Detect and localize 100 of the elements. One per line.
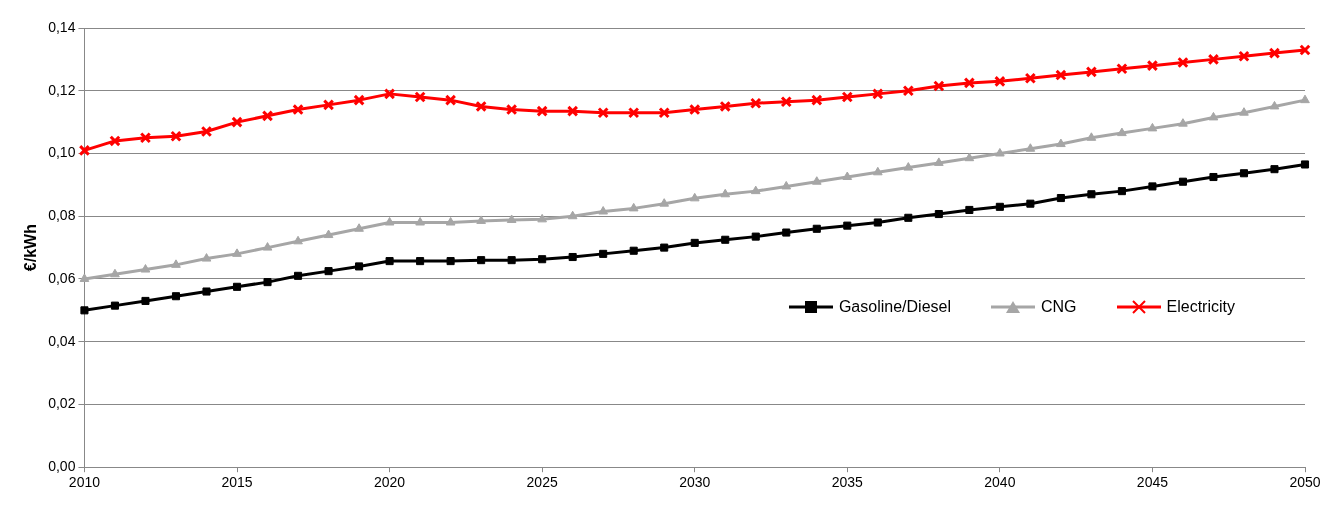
- point: [1239, 169, 1249, 178]
- point: [202, 287, 211, 296]
- point: [1209, 172, 1218, 182]
- point: [934, 157, 944, 166]
- y-tick-label: 0,02: [48, 395, 76, 412]
- x-tick-label: 2040: [984, 474, 1016, 491]
- y-tick-label: 0,14: [48, 18, 76, 35]
- point: [170, 130, 182, 142]
- y-tick-label: 0,10: [48, 144, 76, 161]
- point: [628, 202, 639, 212]
- point: [660, 243, 669, 252]
- point: [1026, 199, 1035, 208]
- point: [1087, 190, 1096, 199]
- point: [903, 162, 914, 171]
- point: [506, 214, 517, 223]
- point: [750, 97, 762, 110]
- point: [1148, 182, 1157, 191]
- point: [1208, 111, 1219, 121]
- point: [476, 215, 486, 224]
- point: [780, 95, 793, 108]
- point: [1300, 160, 1310, 169]
- y-tick-label: 0,12: [48, 81, 76, 98]
- point: [721, 235, 730, 244]
- x-tick-label: 2050: [1289, 474, 1321, 491]
- point: [322, 99, 335, 111]
- point: [477, 256, 486, 265]
- x-tick-label: 2035: [831, 474, 864, 491]
- x-tick-label: 2025: [526, 474, 558, 491]
- x-tick-label: 2030: [679, 474, 711, 491]
- point: [994, 75, 1006, 88]
- point: [1207, 53, 1220, 66]
- point: [293, 235, 303, 245]
- point: [1085, 66, 1098, 78]
- point: [598, 206, 609, 215]
- point: [1238, 50, 1250, 62]
- point: [354, 223, 364, 232]
- point: [963, 77, 976, 89]
- point: [781, 180, 792, 190]
- point: [385, 257, 394, 266]
- point: [812, 224, 821, 233]
- point: [536, 105, 548, 117]
- point: [933, 80, 945, 92]
- legend-label: CNG: [1040, 298, 1077, 316]
- point: [1146, 59, 1159, 72]
- point: [200, 125, 213, 138]
- point: [1116, 63, 1128, 75]
- y-tick-label: 0,04: [48, 332, 76, 349]
- y-tick-label: 0,00: [48, 458, 76, 475]
- point: [1178, 118, 1188, 127]
- point: [140, 264, 151, 273]
- point: [1117, 127, 1127, 137]
- point: [1270, 165, 1279, 174]
- point: [384, 217, 395, 226]
- point: [629, 246, 638, 255]
- point: [353, 94, 365, 106]
- point: [232, 248, 242, 257]
- point: [263, 278, 272, 287]
- point: [872, 88, 884, 100]
- point: [78, 144, 91, 157]
- x-tick-label: 2015: [221, 474, 253, 491]
- point: [292, 103, 304, 116]
- point: [201, 253, 212, 262]
- point: [262, 242, 273, 251]
- point: [965, 205, 974, 214]
- point: [232, 282, 242, 291]
- point: [110, 268, 120, 278]
- point: [110, 301, 119, 310]
- x-tick-label: 2010: [68, 474, 101, 491]
- legend-label: Electricity: [1166, 298, 1235, 316]
- point: [505, 103, 518, 116]
- point: [1056, 138, 1066, 148]
- point: [567, 210, 578, 220]
- point: [841, 91, 854, 103]
- point: [995, 147, 1005, 157]
- point: [811, 94, 823, 106]
- point: [231, 116, 243, 128]
- y-tick-label: 0,08: [48, 207, 76, 224]
- point: [383, 88, 396, 100]
- point: [444, 94, 457, 106]
- point: [597, 106, 609, 119]
- point: [995, 202, 1004, 211]
- point: [355, 262, 364, 271]
- point: [719, 100, 731, 113]
- point: [1147, 122, 1158, 132]
- point: [1056, 194, 1065, 203]
- point: [109, 135, 121, 147]
- point: [750, 185, 761, 195]
- point: [782, 228, 791, 237]
- point: [566, 105, 579, 117]
- point: [1024, 72, 1037, 84]
- point: [1239, 107, 1249, 116]
- point: [1299, 44, 1311, 56]
- point: [811, 176, 822, 185]
- point: [842, 171, 853, 181]
- x-tick-label: 2020: [374, 474, 406, 491]
- point: [171, 259, 181, 268]
- point: [294, 271, 303, 280]
- point: [139, 132, 152, 144]
- point: [1177, 56, 1189, 69]
- legend-label: Gasoline/Diesel: [838, 298, 951, 316]
